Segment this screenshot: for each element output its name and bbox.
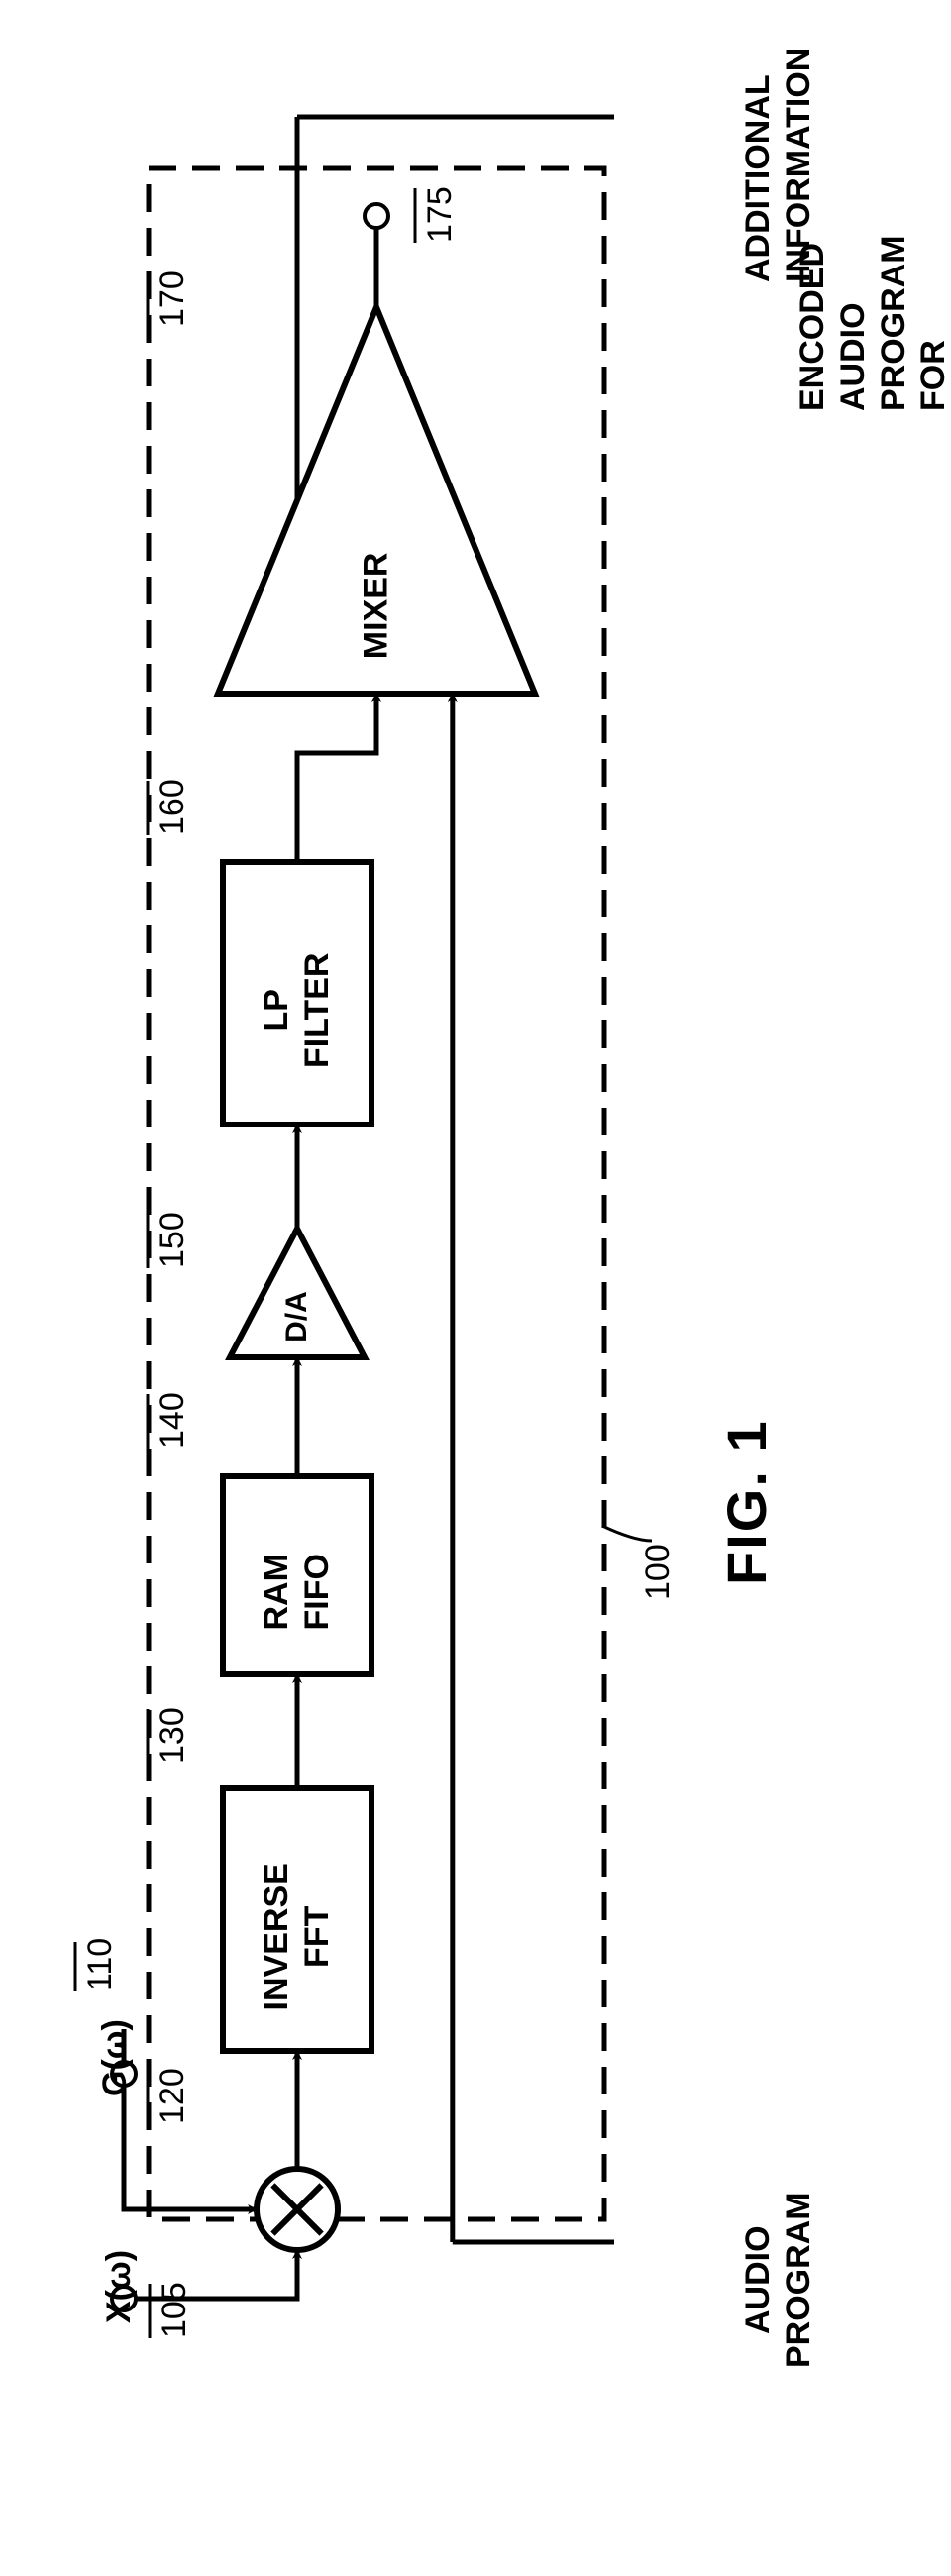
ref-120: 120 xyxy=(154,2068,192,2124)
lp-filter-label: LP FILTER xyxy=(257,881,338,1138)
ref-160: 160 xyxy=(154,779,192,835)
mixer-label: MIXER xyxy=(357,507,397,705)
ref-140: 140 xyxy=(154,1392,192,1449)
da-label: D/A xyxy=(279,1257,315,1376)
ref-170: 170 xyxy=(154,270,192,327)
inverse-fft-label: INVERSE FFT xyxy=(257,1807,338,2065)
ref-110: 110 xyxy=(81,1938,120,1991)
audio-program-label: AUDIO PROGRAM xyxy=(738,2192,819,2368)
ref-150: 150 xyxy=(154,1212,192,1268)
ram-fifo-label: RAM FIFO xyxy=(257,1493,338,1691)
x-input-label: X(ω) xyxy=(99,2250,140,2323)
ref-175: 175 xyxy=(421,186,460,243)
output-label: ENCODED AUDIO PROGRAM FOR BROADCAST xyxy=(792,196,951,411)
ref-100: 100 xyxy=(639,1544,678,1600)
figure-label: FIG. 1 xyxy=(713,1419,780,1585)
g-input-label: G(ω) xyxy=(95,2019,136,2096)
ref-130: 130 xyxy=(154,1707,192,1764)
ref-105: 105 xyxy=(156,2282,194,2338)
